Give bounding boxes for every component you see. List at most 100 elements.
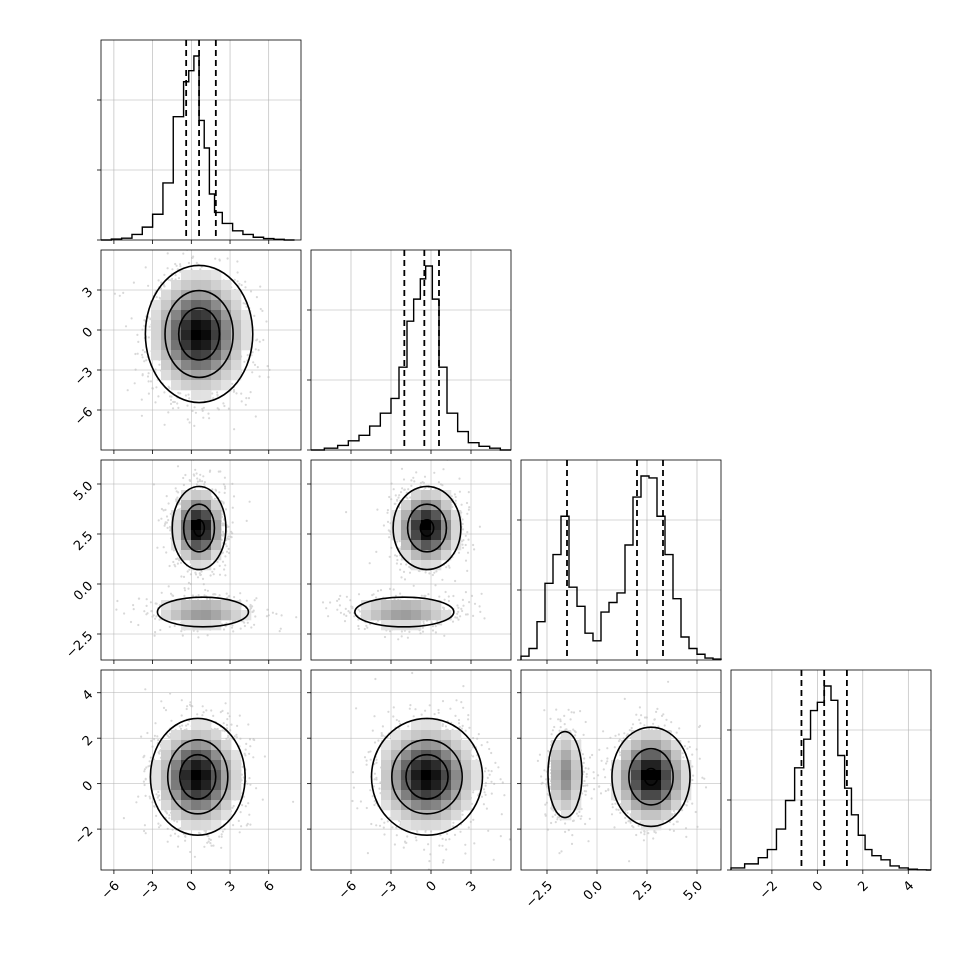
density-cell [571,780,582,791]
density-cell [551,770,562,781]
density-cell [441,770,452,781]
density-cell [411,540,422,551]
density-cell [201,560,212,571]
density-cell [181,300,192,311]
density-cell [211,510,222,521]
density-cell [571,740,582,751]
density-cell [451,740,462,751]
density-cell [431,550,442,561]
density-cell [391,520,402,531]
density-cell [181,490,192,501]
density-cell [391,780,402,791]
density-cell [161,750,172,761]
density-cell [451,730,462,741]
density-cell [441,540,452,551]
histogram-step [520,475,722,660]
contour-line [156,596,250,628]
density-cell [641,750,652,761]
density-cell [401,760,412,771]
density-cell [651,820,662,831]
density-cell [361,610,372,621]
density-cell [611,780,622,791]
density-cell [201,280,212,291]
x-tick-label: 2.5 [631,878,656,903]
density-cell [161,370,172,381]
y-tick-label: 3 [80,285,96,301]
contour-line [391,738,463,815]
density-cell [411,530,422,541]
density-cell [231,780,242,791]
density-cell [181,810,192,821]
contour-line [193,519,206,537]
density-cell [191,340,202,351]
density-cell [201,510,212,521]
density-cell [151,760,162,771]
density-cell [201,380,212,391]
density-cell [171,810,182,821]
density-cell [381,760,392,771]
density-cell [411,820,422,831]
density-cell [221,610,232,621]
density-cell [201,300,212,311]
panel-frame [100,249,302,451]
contour-line [144,264,254,404]
density-cell [241,340,252,351]
density-cell [551,740,562,751]
density-cell [461,750,472,761]
scatter-panel [307,459,512,664]
density-cell [381,610,392,621]
density-cell [651,770,662,781]
density-cell [401,540,412,551]
density-cell [421,560,432,571]
density-cell [151,350,162,361]
density-cell [391,760,402,771]
density-cell [681,790,692,801]
density-cell [191,600,202,611]
density-cell [661,800,672,811]
density-cell [471,760,482,771]
panel-content [311,460,511,660]
density-cell [431,720,442,731]
density-cell [641,820,652,831]
density-cell [401,810,412,821]
density-cell [431,510,442,521]
density-cell [431,530,442,541]
contour-line [643,767,659,786]
density-cell [191,350,202,361]
density-cell [411,800,422,811]
density-cell [171,780,182,791]
density-cell [211,290,222,301]
density-cell [171,740,182,751]
y-tick-label: −2 [72,824,96,848]
density-cell [441,760,452,771]
density-cell [211,350,222,361]
density-cell [421,760,432,771]
density-cell [651,730,662,741]
x-tick-label: 2 [855,878,871,894]
density-cell [431,500,442,511]
density-cell [171,520,182,531]
density-cell [411,770,422,781]
y-tick-label: −3 [72,365,96,389]
y-tick-label: 5.0 [71,479,96,504]
density-cell [631,740,642,751]
density-cell [181,270,192,281]
density-cell [551,760,562,771]
density-cell [221,600,232,611]
density-cell [661,780,672,791]
density-cell [221,380,232,391]
x-tick-label: −2 [757,878,781,902]
density-cell [431,740,442,751]
density-cell [191,310,202,321]
density-cell [211,300,222,311]
density-cell [631,770,642,781]
density-cell [421,490,432,501]
density-cell [611,790,622,801]
density-cell [181,340,192,351]
density-cell [561,740,572,751]
density-cell [201,800,212,811]
density-cell [191,330,202,341]
contour-line [419,519,435,537]
density-cell [681,780,692,791]
density-cell [171,380,182,391]
